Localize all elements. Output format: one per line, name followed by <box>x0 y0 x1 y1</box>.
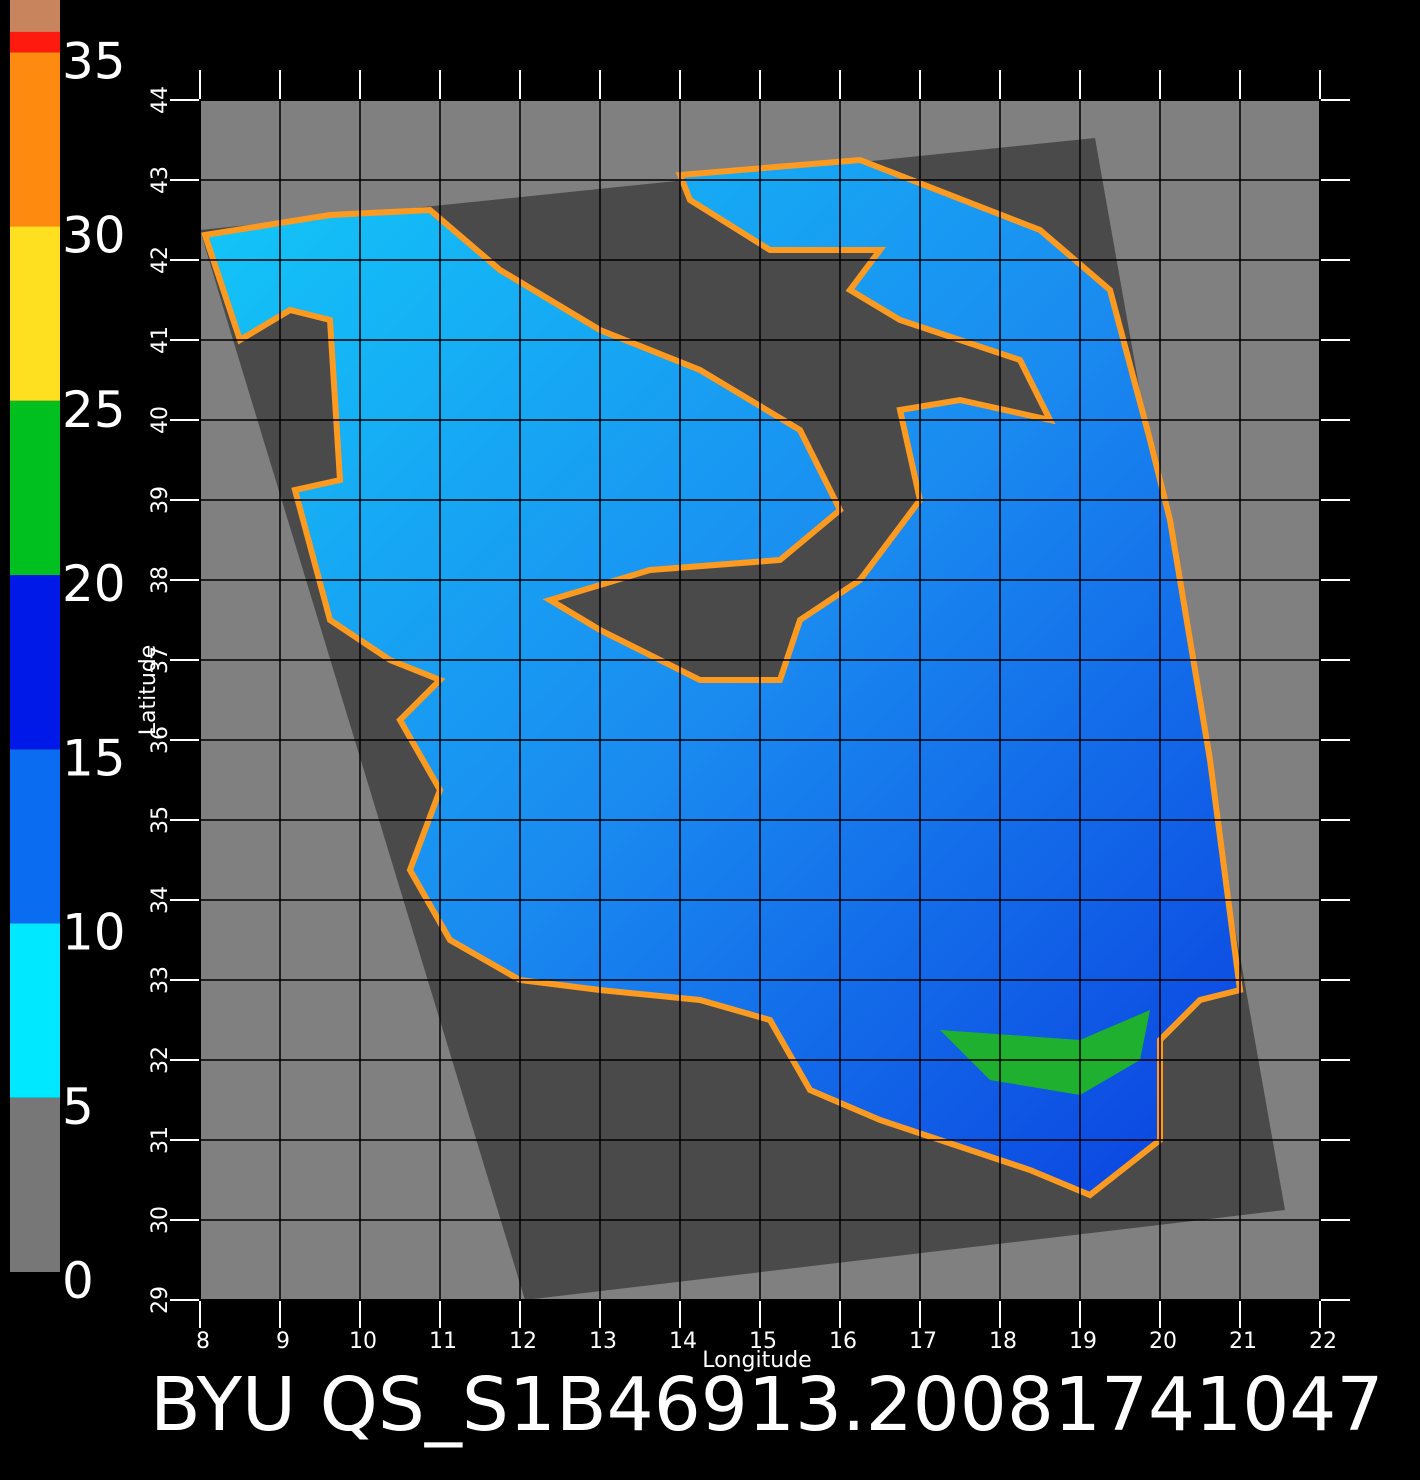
colorbar-label: 5 <box>62 1078 94 1136</box>
x-tick-label: 17 <box>909 1329 937 1354</box>
colorbar-segment <box>10 0 60 32</box>
colorbar-segment <box>10 226 60 401</box>
colorbar-segment <box>10 749 60 924</box>
colorbar-segment <box>10 1097 60 1272</box>
x-tick-label: 13 <box>589 1329 617 1354</box>
y-tick-label: 42 <box>148 246 173 274</box>
y-tick-label: 34 <box>148 886 173 914</box>
y-tick-label: 41 <box>148 326 173 354</box>
colorbar: 0 5 10 15 20 25 30 35 <box>10 0 126 1310</box>
colorbar-label: 0 <box>62 1252 94 1310</box>
y-tick-label: 37 <box>148 646 173 674</box>
colorbar-segment <box>10 52 60 227</box>
x-tick-label: 8 <box>196 1329 210 1354</box>
y-tick-label: 36 <box>148 726 173 754</box>
x-tick-label: 9 <box>276 1329 290 1354</box>
colorbar-segment <box>10 923 60 1098</box>
colorbar-label: 25 <box>62 381 126 439</box>
y-tick-label: 40 <box>148 406 173 434</box>
grid: 8 9 10 11 12 13 14 15 16 17 18 19 20 21 22 29 30 31 32 33 34… <box>148 70 1350 1354</box>
colorbar-segment <box>10 400 60 576</box>
y-tick-label: 32 <box>148 1046 173 1074</box>
x-tick-label: 19 <box>1069 1329 1097 1354</box>
y-tick-label: 44 <box>148 86 173 114</box>
colorbar-segment <box>10 575 60 750</box>
y-tick-label: 35 <box>148 806 173 834</box>
map-title: BYU QS_S1B46913.20081741047 <box>150 1362 1383 1448</box>
x-tick-label: 14 <box>669 1329 697 1354</box>
colorbar-label: 30 <box>62 207 126 265</box>
colorbar-label: 10 <box>62 904 126 962</box>
map-frame <box>199 99 1321 1301</box>
y-tick-label: 30 <box>148 1206 173 1234</box>
x-tick-label: 16 <box>829 1329 857 1354</box>
y-tick-label: 39 <box>148 486 173 514</box>
colorbar-label: 15 <box>62 729 126 787</box>
x-tick-label: 10 <box>349 1329 377 1354</box>
x-tick-label: 18 <box>989 1329 1017 1354</box>
x-tick-label: 21 <box>1229 1329 1257 1354</box>
x-tick-label: 20 <box>1149 1329 1177 1354</box>
colorbar-label: 35 <box>62 32 126 90</box>
y-tick-label: 33 <box>148 966 173 994</box>
y-axis-label: Latitude <box>136 645 161 736</box>
x-tick-label: 22 <box>1309 1329 1337 1354</box>
x-axis-label: Longitude <box>702 1348 811 1373</box>
x-tick-label: 12 <box>509 1329 537 1354</box>
y-tick-label: 29 <box>148 1286 173 1314</box>
x-tick-label: 11 <box>429 1329 457 1354</box>
y-tick-label: 43 <box>148 166 173 194</box>
y-tick-label: 38 <box>148 566 173 594</box>
y-tick-label: 31 <box>148 1126 173 1154</box>
high-wind-patch <box>940 1010 1150 1095</box>
colorbar-label: 20 <box>62 555 126 613</box>
x-tick-label: 15 <box>749 1329 777 1354</box>
